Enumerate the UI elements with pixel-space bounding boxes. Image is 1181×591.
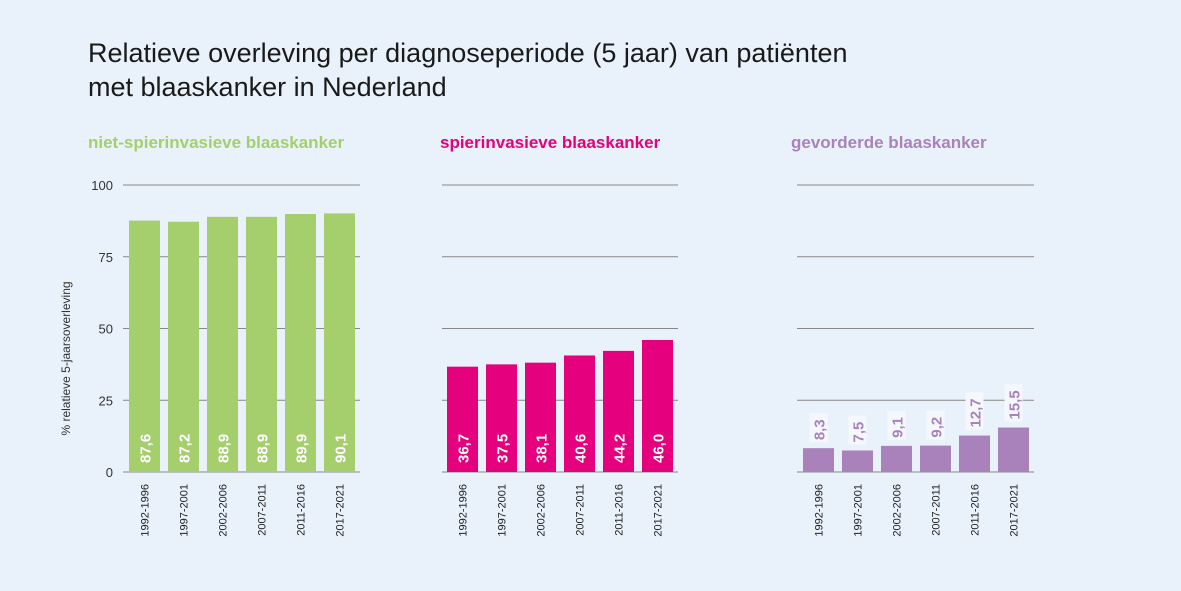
- bar: [168, 221, 199, 472]
- x-tick-label: 1997-2001: [853, 484, 865, 537]
- y-tick-label: 75: [99, 250, 113, 265]
- bar: [842, 450, 873, 472]
- bar: [447, 366, 478, 472]
- chart-title: Relatieve overleving per diagnoseperiode…: [88, 36, 1068, 104]
- bar: [324, 213, 355, 472]
- data-label-bg: [926, 410, 945, 440]
- bar: [129, 220, 160, 472]
- x-tick-label: 1997-2001: [179, 484, 191, 537]
- panel-title-2: spierinvasieve blaaskanker: [440, 133, 661, 152]
- bar: [246, 216, 277, 472]
- x-tick-label: 1992-1996: [140, 484, 152, 537]
- data-label-bg: [848, 415, 867, 445]
- x-tick-label: 2011-2016: [970, 484, 982, 536]
- x-tick-label: 2002-2006: [218, 484, 230, 537]
- bar: [285, 213, 316, 472]
- bar: [486, 364, 517, 472]
- bar: [803, 448, 834, 472]
- data-label: 90,1: [333, 434, 350, 463]
- x-tick-label: 1992-1996: [814, 484, 826, 537]
- bar: [525, 362, 556, 472]
- y-tick-label: 0: [106, 465, 113, 480]
- x-tick-label: 2007-2011: [931, 484, 943, 536]
- x-tick-label: 2011-2016: [614, 484, 626, 536]
- panel-title-1: niet-spierinvasieve blaaskanker: [88, 133, 344, 152]
- x-tick-label: 2002-2006: [892, 484, 904, 537]
- bar: [642, 339, 673, 472]
- data-label: 7,5: [851, 422, 868, 443]
- x-tick-label: 1997-2001: [497, 484, 509, 537]
- data-label: 87,6: [138, 434, 155, 463]
- bar: [959, 435, 990, 472]
- data-label-bg: [887, 410, 906, 440]
- data-label: 9,2: [929, 417, 946, 438]
- data-label: 46,0: [651, 434, 668, 463]
- y-tick-label: 100: [91, 178, 113, 193]
- data-label: 89,9: [294, 434, 311, 463]
- data-label: 38,1: [534, 434, 551, 463]
- y-tick-label: 50: [99, 322, 113, 337]
- bar: [881, 445, 912, 472]
- y-tick-label: 25: [99, 393, 113, 408]
- data-label: 15,5: [1007, 390, 1024, 419]
- bar: [207, 216, 238, 472]
- bar: [564, 355, 595, 472]
- bar: [998, 427, 1029, 472]
- data-label-bg: [1004, 384, 1023, 422]
- data-label: 8,3: [812, 419, 829, 440]
- y-axis-label: % relatieve 5-jaarsoverleving: [59, 281, 73, 435]
- data-label: 44,2: [612, 434, 629, 463]
- panel-title-3: gevorderde blaaskanker: [791, 133, 987, 152]
- data-label: 36,7: [456, 434, 473, 463]
- data-label: 12,7: [968, 398, 985, 427]
- x-tick-label: 2011-2016: [296, 484, 308, 536]
- data-label: 37,5: [495, 434, 512, 463]
- data-label: 9,1: [890, 417, 907, 438]
- data-label-bg: [809, 413, 828, 443]
- bar: [603, 350, 634, 472]
- x-tick-label: 2017-2021: [335, 484, 347, 537]
- chart-title-line-2: met blaaskanker in Nederland: [88, 72, 447, 102]
- x-tick-label: 2017-2021: [653, 484, 665, 537]
- x-tick-label: 2007-2011: [575, 484, 587, 536]
- bar: [920, 445, 951, 472]
- data-label: 87,2: [177, 434, 194, 463]
- chart-title-line-1: Relatieve overleving per diagnoseperiode…: [88, 38, 848, 68]
- data-label-bg: [965, 392, 984, 430]
- x-tick-label: 2007-2011: [257, 484, 269, 536]
- x-tick-label: 1992-1996: [458, 484, 470, 537]
- data-label: 88,9: [216, 434, 233, 463]
- data-label: 40,6: [573, 434, 590, 463]
- x-tick-label: 2017-2021: [1009, 484, 1021, 537]
- x-tick-label: 2002-2006: [536, 484, 548, 537]
- data-label: 88,9: [255, 434, 272, 463]
